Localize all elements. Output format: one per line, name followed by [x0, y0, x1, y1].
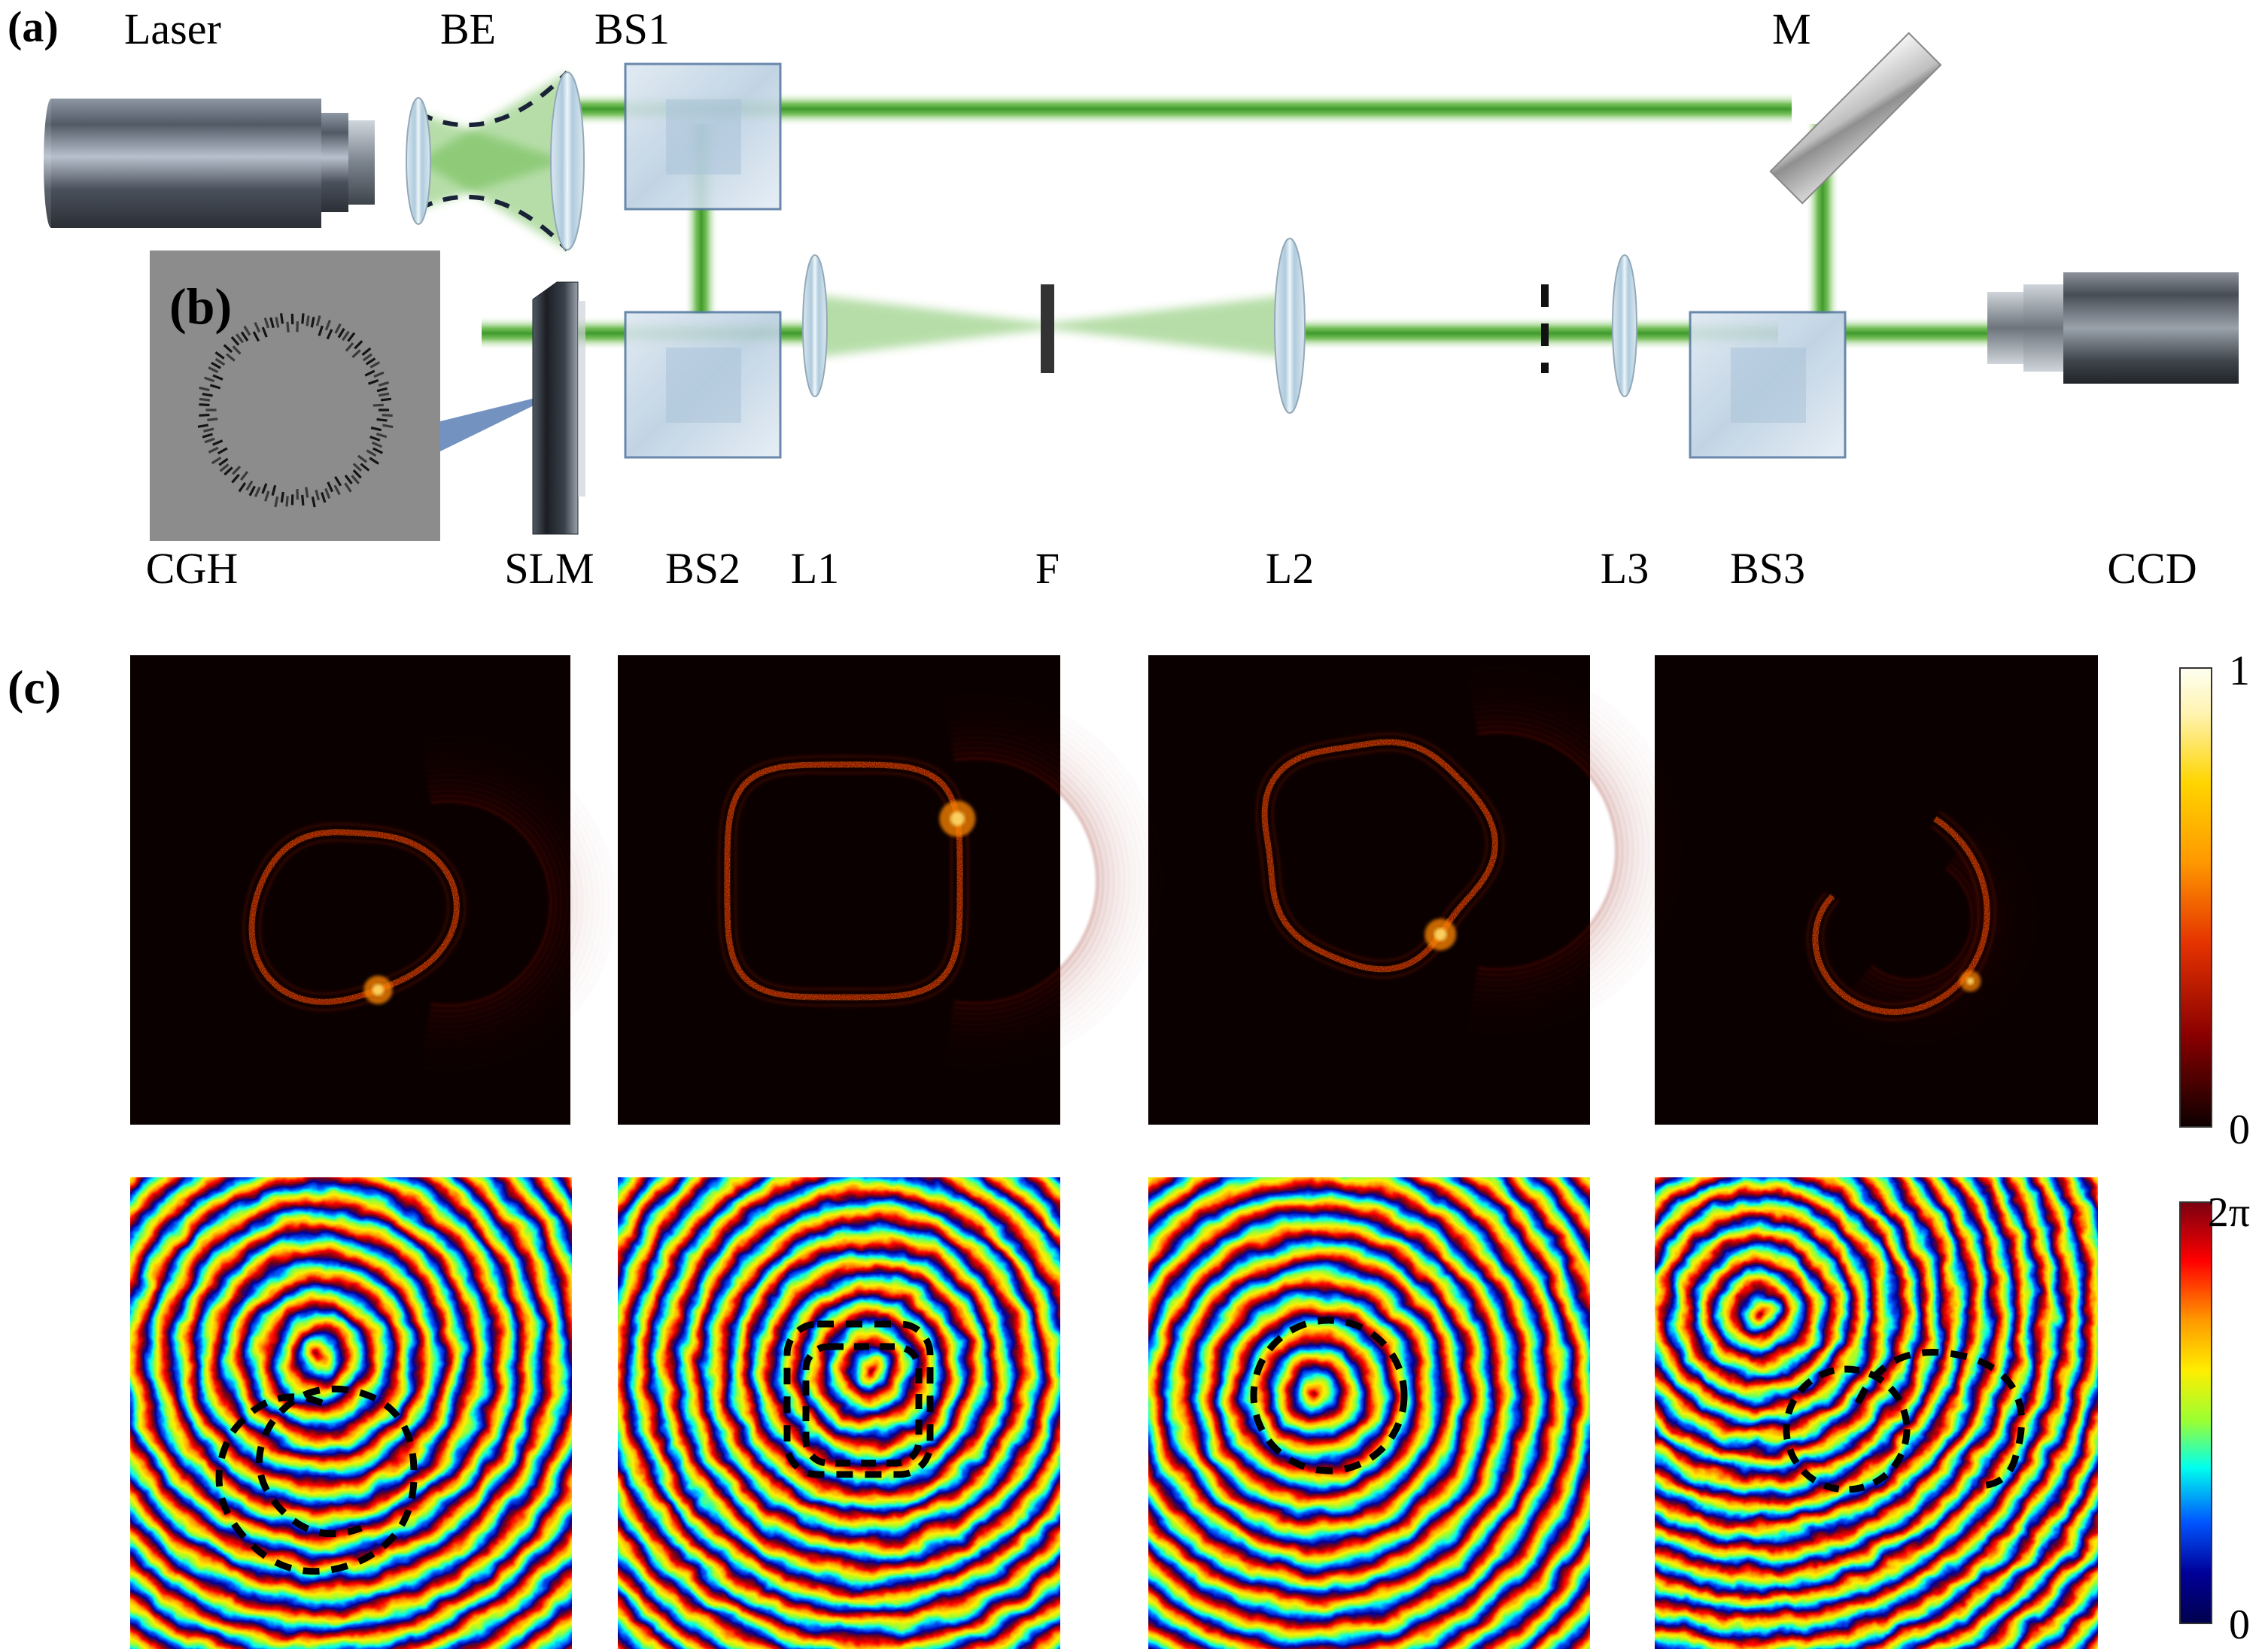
svg-text:F: F: [1035, 544, 1060, 593]
svg-text:SLM: SLM: [504, 544, 594, 593]
svg-text:BS1: BS1: [594, 5, 670, 53]
svg-text:Laser: Laser: [124, 5, 221, 53]
svg-text:2π: 2π: [2208, 1189, 2250, 1236]
svg-text:BE: BE: [440, 5, 496, 53]
svg-text:BS3: BS3: [1730, 544, 1805, 593]
svg-text:M: M: [1772, 5, 1811, 53]
svg-text:CCD: CCD: [2107, 544, 2197, 593]
svg-text:0: 0: [2229, 1107, 2250, 1153]
svg-text:1: 1: [2229, 648, 2250, 694]
svg-text:(c): (c): [8, 660, 61, 714]
svg-text:CGH: CGH: [146, 544, 238, 593]
svg-text:BS2: BS2: [665, 544, 740, 593]
svg-text:L2: L2: [1266, 544, 1314, 593]
svg-text:L3: L3: [1601, 544, 1649, 593]
svg-text:L1: L1: [791, 544, 839, 593]
svg-text:(b): (b): [169, 278, 232, 335]
svg-text:(a): (a): [8, 2, 59, 51]
svg-text:0: 0: [2229, 1602, 2250, 1648]
